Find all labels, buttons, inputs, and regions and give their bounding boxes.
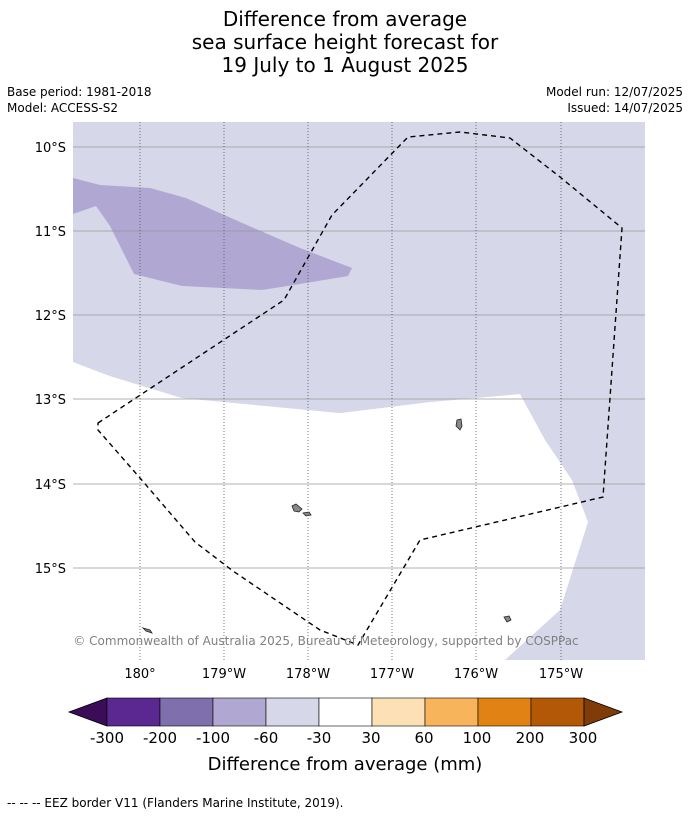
lon-label: 177°W: [370, 667, 414, 682]
map-title: Difference from average sea surface heig…: [0, 8, 690, 77]
colorbar: [67, 697, 624, 727]
colorbar-tick: 300: [569, 729, 598, 747]
lon-label: 178°W: [286, 667, 330, 682]
colorbar-bin: [371, 697, 426, 727]
island-west-2: [302, 511, 312, 517]
colorbar-bin: [424, 697, 479, 727]
eez-border: [97, 131, 623, 646]
lat-label: 14°S: [35, 478, 66, 493]
colorbar-tick: -300: [90, 729, 124, 747]
lon-label: 175°W: [539, 667, 583, 682]
island-east: [455, 418, 463, 431]
colorbar-tick: 100: [463, 729, 492, 747]
lat-label: 12°S: [35, 309, 66, 324]
lat-label: 11°S: [35, 225, 66, 240]
colorbar-label: Difference from average (mm): [208, 754, 483, 775]
eez-legend: -- -- -- EEZ border V11 (Flanders Marine…: [7, 796, 344, 810]
copyright-text: © Commonwealth of Australia 2025, Bureau…: [73, 634, 578, 648]
colorbar-tick: -30: [307, 729, 332, 747]
lat-labels: 10°S 11°S 12°S 13°S 14°S 15°S: [35, 141, 66, 577]
colorbar-tick: 60: [414, 729, 433, 747]
base-period: Base period: 1981-2018: [7, 85, 152, 99]
islands: [141, 418, 512, 634]
model-run: Model run: 12/07/2025: [545, 85, 683, 99]
anomaly-band-medium: [73, 178, 352, 290]
colorbar-bin: [212, 697, 267, 727]
lon-labels: 180° 179°W 178°W 177°W 176°W 175°W: [124, 667, 583, 682]
colorbar-bin: [106, 697, 161, 727]
island-west-1: [291, 503, 303, 513]
colorbar-bin: [159, 697, 214, 727]
colorbar-tick: -200: [143, 729, 177, 747]
title-line-3: 19 July to 1 August 2025: [221, 53, 469, 77]
lat-label: 15°S: [35, 562, 66, 577]
colorbar-tick: -60: [254, 729, 279, 747]
map-area: [73, 122, 645, 660]
issued-date: Issued: 14/07/2025: [567, 101, 683, 115]
colorbar-tick: 200: [516, 729, 545, 747]
colorbar-extend-low: [67, 697, 108, 727]
lon-label: 179°W: [202, 667, 246, 682]
colorbar-tick: 30: [361, 729, 380, 747]
graticule: [73, 146, 645, 569]
island-south-east: [503, 615, 512, 623]
model-name: Model: ACCESS-S2: [7, 101, 119, 115]
lat-label: 13°S: [35, 393, 66, 408]
title-line-1: Difference from average: [222, 7, 468, 31]
colorbar-bin: [477, 697, 532, 727]
colorbar-bin: [318, 697, 373, 727]
lon-label: 180°: [124, 667, 155, 682]
colorbar-extend-high: [583, 697, 624, 727]
meta-left: Base period: 1981-2018 Model: ACCESS-S2: [7, 84, 152, 116]
lon-label: 176°W: [454, 667, 498, 682]
lat-label: 10°S: [35, 141, 66, 156]
colorbar-bin: [265, 697, 320, 727]
title-line-2: sea surface height forecast for: [191, 30, 499, 54]
meta-right: Model run: 12/07/2025 Issued: 14/07/2025: [546, 84, 683, 116]
colorbar-ticks: -300 -200 -100 -60 -30 30 60 100 200 300: [90, 729, 597, 747]
island-south-west: [141, 627, 153, 634]
colorbar-tick: -100: [196, 729, 230, 747]
colorbar-bin: [530, 697, 585, 727]
